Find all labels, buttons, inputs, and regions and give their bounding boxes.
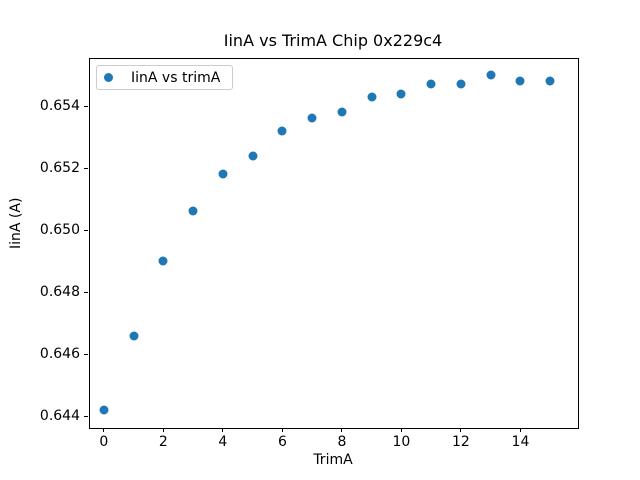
data-point <box>307 113 317 123</box>
x-tick <box>222 428 224 432</box>
y-tick-label: 0.646 <box>39 346 80 363</box>
y-tick-label: 0.648 <box>39 284 80 301</box>
y-tick <box>84 167 88 169</box>
x-tick <box>460 428 462 432</box>
x-tick <box>281 428 283 432</box>
y-axis-label: IinA (A) <box>8 197 24 249</box>
y-tick <box>84 105 88 107</box>
x-tick-label: 6 <box>277 434 287 450</box>
y-tick <box>84 415 88 417</box>
data-point <box>515 76 525 86</box>
data-point <box>158 256 168 266</box>
x-tick-label: 2 <box>158 434 168 450</box>
x-tick-label: 10 <box>392 434 411 450</box>
plot-area <box>89 58 579 429</box>
y-tick-label: 0.650 <box>39 222 80 239</box>
y-tick <box>84 291 88 293</box>
data-point <box>367 92 377 102</box>
data-point <box>218 169 228 179</box>
x-axis-label: TrimA <box>313 452 353 468</box>
data-point <box>99 405 109 415</box>
legend-label: IinA vs trimA <box>131 69 221 86</box>
y-tick-label: 0.652 <box>39 160 80 177</box>
data-point <box>337 107 347 117</box>
data-point <box>396 89 406 99</box>
x-tick <box>519 428 521 432</box>
y-tick <box>84 229 88 231</box>
data-point <box>545 76 555 86</box>
y-tick-label: 0.644 <box>39 408 80 425</box>
x-tick-label: 8 <box>337 434 347 450</box>
x-tick <box>103 428 105 432</box>
chart-title: IinA vs TrimA Chip 0x229c4 <box>223 31 443 50</box>
x-tick <box>162 428 164 432</box>
x-tick-label: 12 <box>452 434 470 450</box>
y-tick-label: 0.654 <box>39 98 80 115</box>
legend: IinA vs trimA <box>96 65 234 90</box>
data-point <box>426 79 436 89</box>
legend-marker-icon <box>104 73 113 82</box>
x-tick-label: 4 <box>218 434 228 450</box>
x-tick <box>400 428 402 432</box>
x-tick-label: 14 <box>511 434 530 450</box>
data-point <box>129 331 139 341</box>
data-point <box>188 206 198 216</box>
data-point <box>456 79 466 89</box>
x-tick-label: 0 <box>99 434 109 450</box>
x-tick <box>341 428 343 432</box>
data-point <box>248 151 258 161</box>
data-point <box>277 126 287 136</box>
data-point <box>486 70 496 80</box>
y-tick <box>84 353 88 355</box>
